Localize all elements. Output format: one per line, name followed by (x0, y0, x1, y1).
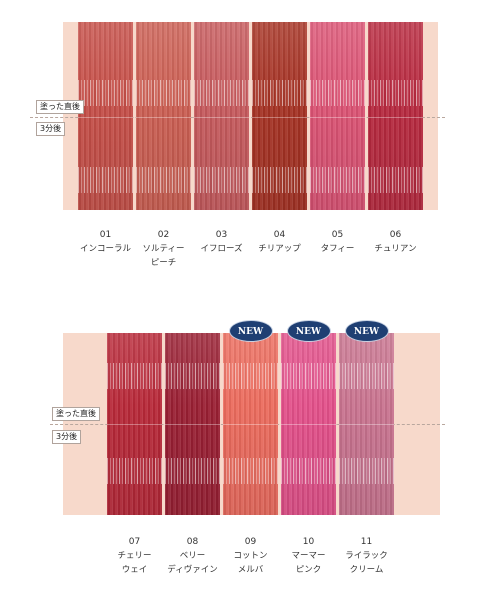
shade-name: イフローズ (200, 244, 243, 254)
shade-name-line2: クリーム (349, 565, 384, 575)
shade-name: チリアップ (258, 244, 301, 254)
shade-name-line2: ピーチ (150, 258, 177, 268)
swatch-11 (339, 333, 394, 515)
shade-label-10: 10 マーマーピンク (274, 535, 344, 577)
shade-label-08: 08 ベリーディヴァイン (158, 535, 228, 577)
shade-label-05: 05 タフィー (303, 228, 373, 256)
swatch-04 (252, 22, 307, 210)
shade-number: 05 (331, 230, 344, 240)
shade-number: 08 (186, 537, 199, 547)
shade-label-02: 02 ソルティーピーチ (129, 228, 199, 270)
swatch-01 (78, 22, 133, 210)
shade-number: 09 (244, 537, 257, 547)
swatch-02 (136, 22, 191, 210)
shade-name: タフィー (320, 244, 355, 254)
swatch-03 (194, 22, 249, 210)
shade-label-06: 06 チュリアン (361, 228, 431, 256)
swatch-07 (107, 333, 162, 515)
shade-label-11: 11 ライラッククリーム (332, 535, 402, 577)
shade-name-line2: ウェイ (121, 565, 148, 575)
shade-name: ライラック (345, 551, 388, 561)
shade-name: コットン (233, 551, 268, 561)
shade-name: ソルティー (142, 244, 185, 254)
shade-number: 03 (215, 230, 228, 240)
new-badge-09: NEW (228, 320, 273, 342)
shade-name: ベリー (179, 551, 206, 561)
new-badge-11: NEW (344, 320, 389, 342)
tag-applied-top: 塗った直後 (36, 100, 84, 114)
shade-label-07: 07 チェリーウェイ (100, 535, 170, 577)
tag-applied-bottom: 塗った直後 (52, 407, 100, 421)
shade-label-09: 09 コットンメルバ (216, 535, 286, 577)
swatch-09 (223, 333, 278, 515)
shade-name-line2: ピンク (295, 565, 322, 575)
shade-name-line2: メルバ (237, 565, 264, 575)
shade-name: マーマー (291, 551, 326, 561)
swatch-08 (165, 333, 220, 515)
shade-number: 01 (99, 230, 112, 240)
shade-number: 07 (128, 537, 141, 547)
shade-label-03: 03 イフローズ (187, 228, 257, 256)
shade-name: チェリー (117, 551, 152, 561)
new-badge-10: NEW (286, 320, 331, 342)
shade-number: 10 (302, 537, 315, 547)
swatch-05 (310, 22, 365, 210)
shade-number: 02 (157, 230, 170, 240)
swatch-06 (368, 22, 423, 210)
shade-number: 04 (273, 230, 286, 240)
tag-after-bottom: 3分後 (52, 430, 82, 444)
shade-label-04: 04 チリアップ (245, 228, 315, 256)
shade-number: 06 (389, 230, 402, 240)
shade-label-01: 01 インコーラル (71, 228, 141, 256)
swatch-10 (281, 333, 336, 515)
shade-number: 11 (360, 537, 373, 547)
shade-name: チュリアン (374, 244, 417, 254)
tag-after-top: 3分後 (36, 122, 66, 136)
shade-name: インコーラル (79, 244, 131, 254)
shade-name-line2: ディヴァイン (167, 565, 218, 575)
